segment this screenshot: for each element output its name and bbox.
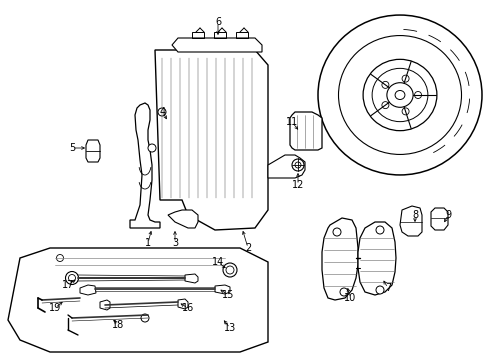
Text: 12: 12 (291, 180, 304, 190)
Polygon shape (289, 112, 321, 150)
Polygon shape (357, 222, 395, 295)
Polygon shape (184, 274, 198, 283)
Polygon shape (155, 50, 267, 230)
Polygon shape (178, 299, 187, 309)
Polygon shape (430, 208, 447, 230)
Circle shape (401, 75, 408, 82)
Polygon shape (172, 38, 262, 52)
Circle shape (381, 102, 388, 109)
Polygon shape (267, 155, 305, 178)
Polygon shape (399, 206, 421, 236)
Polygon shape (168, 210, 198, 228)
Circle shape (401, 108, 408, 115)
Circle shape (332, 228, 340, 236)
Text: 6: 6 (215, 17, 221, 27)
Text: 11: 11 (285, 117, 298, 127)
Text: 2: 2 (244, 243, 251, 253)
Circle shape (375, 286, 383, 294)
Text: 15: 15 (222, 290, 234, 300)
Text: 8: 8 (411, 210, 417, 220)
Circle shape (65, 271, 79, 284)
Text: 16: 16 (182, 303, 194, 313)
Text: 14: 14 (211, 257, 224, 267)
Text: 4: 4 (160, 107, 166, 117)
Polygon shape (80, 285, 96, 295)
Text: 1: 1 (144, 238, 151, 248)
Polygon shape (215, 285, 229, 294)
Text: 9: 9 (444, 210, 450, 220)
Text: 19: 19 (49, 303, 61, 313)
Circle shape (148, 144, 156, 152)
Polygon shape (100, 300, 110, 310)
Circle shape (414, 91, 421, 99)
Circle shape (375, 226, 383, 234)
Text: 17: 17 (61, 280, 74, 290)
Text: 18: 18 (112, 320, 124, 330)
Circle shape (141, 314, 149, 322)
Text: 5: 5 (69, 143, 75, 153)
Text: 3: 3 (172, 238, 178, 248)
Text: 10: 10 (343, 293, 355, 303)
Polygon shape (86, 140, 100, 162)
Circle shape (339, 288, 347, 296)
Circle shape (381, 81, 388, 88)
Circle shape (291, 159, 304, 171)
Text: 7: 7 (384, 283, 390, 293)
Circle shape (57, 255, 63, 261)
Polygon shape (130, 103, 160, 228)
Circle shape (223, 263, 237, 277)
Polygon shape (8, 248, 267, 352)
Text: 13: 13 (224, 323, 236, 333)
Polygon shape (321, 218, 357, 300)
